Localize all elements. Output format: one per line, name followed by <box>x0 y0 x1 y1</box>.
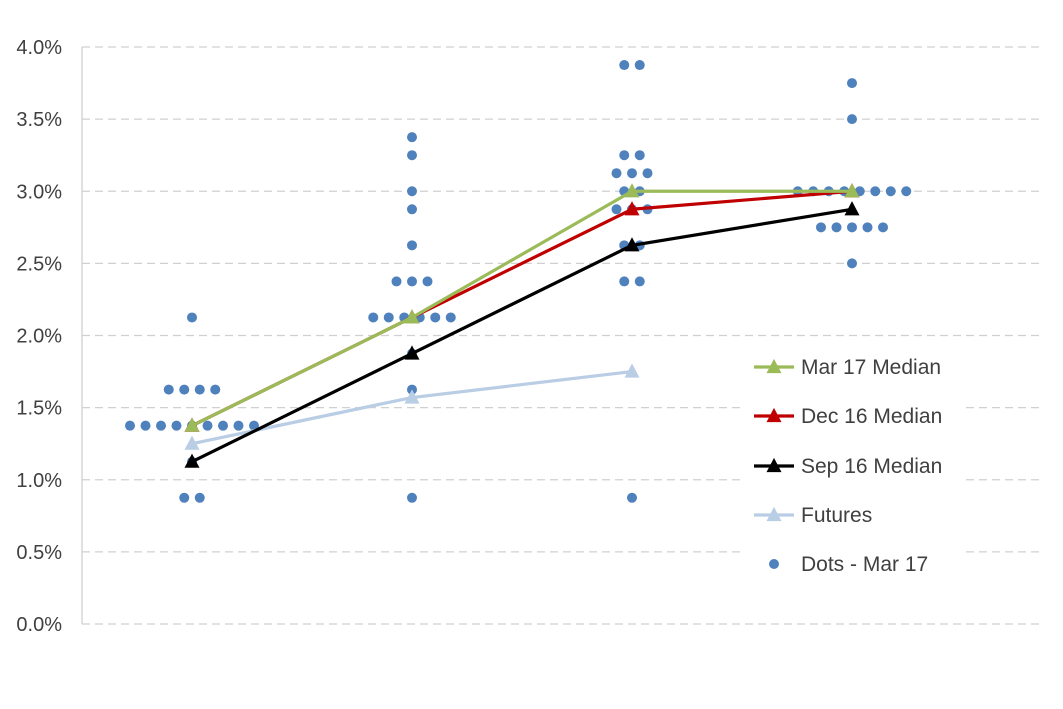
fomc-dot <box>179 492 190 503</box>
y-tick-label: 3.0% <box>16 181 62 203</box>
fomc-dot <box>218 420 228 431</box>
legend-label: Dec 16 Median <box>801 405 942 428</box>
series-marker <box>624 363 640 378</box>
fomc-dot <box>847 78 857 89</box>
series-marker <box>404 345 420 360</box>
series-marker <box>404 389 420 404</box>
fomc-dot <box>430 312 441 323</box>
fomc-dot <box>194 384 205 395</box>
y-axis: 0.0% 0.5% 1.0% 1.5% 2.0% 2.5% 3.0% 3.5% 4.0% <box>16 37 83 636</box>
series-marker <box>844 183 860 198</box>
fomc-dot <box>831 222 842 233</box>
legend-label: Futures <box>801 504 872 527</box>
series-marker <box>184 417 200 432</box>
series-marker <box>624 183 640 198</box>
fomc-dot <box>407 132 417 143</box>
series-marker <box>184 435 200 450</box>
fomc-dot <box>249 420 259 431</box>
fomc-dot <box>407 240 417 251</box>
fomc-dot <box>885 186 896 197</box>
y-tick-label: 3.5% <box>16 109 62 131</box>
fomc-dot <box>140 420 151 431</box>
fomc-dot <box>634 276 645 287</box>
fomc-dot <box>634 60 645 71</box>
fomc-dot <box>870 186 881 197</box>
y-tick-label: 0.0% <box>16 614 62 636</box>
fomc-dot <box>383 312 394 323</box>
fomc-dot <box>391 276 402 287</box>
fomc-dot <box>611 168 622 179</box>
legend-background <box>745 345 965 595</box>
fomc-dot <box>901 186 912 197</box>
y-tick-label: 4.0% <box>16 37 62 59</box>
fomc-dot <box>878 222 888 233</box>
fomc-dot <box>407 150 417 161</box>
fomc-dot <box>847 222 857 233</box>
fomc-dot <box>619 276 630 287</box>
fomc-dot <box>187 312 197 323</box>
fomc-dot <box>194 492 205 503</box>
legend-dot-marker <box>769 559 779 569</box>
fomc-dot <box>407 186 417 197</box>
fomc-dot <box>816 222 826 233</box>
series-lines-layer <box>184 183 860 468</box>
fomc-dot <box>407 204 417 215</box>
fomc-dot <box>627 168 637 179</box>
fomc-dot <box>619 60 630 71</box>
fomc-dot <box>125 420 135 431</box>
legend-label: Sep 16 Median <box>801 455 942 478</box>
fomc-dot <box>368 312 379 323</box>
fomc-dot <box>171 420 182 431</box>
legend-marker <box>766 358 782 374</box>
fomc-dot <box>156 420 166 431</box>
fomc-dot <box>179 384 190 395</box>
legend-marker <box>766 407 782 423</box>
fomc-dot <box>445 312 456 323</box>
fomc-dot <box>862 222 873 233</box>
legend-label: Dots - Mar 17 <box>801 553 928 576</box>
legend: Mar 17 Median Dec 16 Median Sep 16 Median F… <box>745 345 965 595</box>
legend-marker <box>766 457 782 473</box>
fomc-dot <box>634 150 645 161</box>
fomc-dot <box>233 420 244 431</box>
y-tick-label: 2.0% <box>16 326 62 348</box>
series-line <box>191 189 852 428</box>
fomc-dot <box>611 204 622 215</box>
series-marker <box>624 201 640 216</box>
fomc-dot <box>627 492 637 503</box>
series-line <box>191 207 853 464</box>
fomc-dot <box>642 168 653 179</box>
fomc-dot <box>422 276 433 287</box>
fomc-dot <box>407 276 417 287</box>
y-tick-label: 1.0% <box>16 470 62 492</box>
legend-marker <box>766 506 782 522</box>
fomc-dot <box>619 150 630 161</box>
series-marker <box>844 201 860 216</box>
y-tick-label: 1.5% <box>16 398 62 420</box>
fomc-dot <box>202 420 213 431</box>
fomc-dot <box>210 384 221 395</box>
series-marker <box>624 237 640 252</box>
y-tick-label: 0.5% <box>16 542 62 564</box>
fomc-dot <box>847 114 857 125</box>
series-marker <box>404 309 420 324</box>
y-tick-label: 2.5% <box>16 253 62 275</box>
series-marker <box>184 453 200 468</box>
fomc-dot <box>163 384 174 395</box>
legend-label: Mar 17 Median <box>801 356 941 379</box>
fomc-dot <box>407 492 417 503</box>
fomc-dot <box>847 258 857 269</box>
